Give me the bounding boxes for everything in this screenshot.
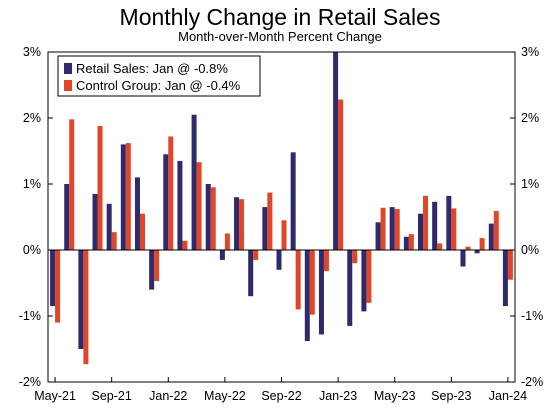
- legend-swatch-retail-sales: [64, 63, 72, 74]
- y-tick-label-right: 1%: [521, 177, 539, 191]
- retail-sales-bar-Mar-23: [361, 250, 367, 312]
- control-group-bar-Jul-23: [423, 195, 429, 250]
- control-group-bar-Jul-21: [83, 250, 89, 365]
- control-group-bar-Jun-22: [239, 199, 245, 250]
- control-group-bar-Aug-22: [267, 192, 273, 250]
- retail-sales-bar-Dec-22: [318, 250, 324, 335]
- control-group-bar-Sep-23: [451, 208, 457, 250]
- y-tick-label-left: -2%: [19, 375, 41, 389]
- retail-sales-bar-Oct-22: [290, 152, 296, 250]
- control-group-bar-Dec-22: [323, 250, 329, 272]
- retail-sales-bar-Jul-23: [418, 213, 424, 250]
- retail-sales-bar-May-21: [50, 250, 56, 307]
- control-group-bar-Nov-23: [479, 238, 485, 250]
- legend-swatch-control-group: [64, 80, 72, 91]
- chart-subtitle: Month-over-Month Percent Change: [178, 29, 382, 44]
- control-group-bar-Feb-22: [182, 240, 188, 250]
- y-tick-label-right: 2%: [521, 111, 539, 125]
- x-tick-label: Sep-22: [261, 389, 301, 403]
- retail-sales-bar-Sep-22: [276, 250, 282, 270]
- retail-sales-bar-Nov-21: [134, 177, 140, 250]
- y-tick-label-right: 0%: [521, 243, 539, 257]
- plot-frame: [47, 51, 516, 383]
- control-group-bar-Mar-22: [196, 162, 202, 250]
- chart-title: Monthly Change in Retail Sales: [119, 4, 441, 30]
- y-tick-label-left: 2%: [23, 111, 41, 125]
- retail-sales-bar-Dec-23: [488, 223, 494, 250]
- x-tick-label: May-21: [34, 389, 76, 403]
- retail-sales-bar-Oct-23: [460, 250, 466, 267]
- control-group-bar-Apr-23: [380, 207, 386, 250]
- y-tick-label-left: -1%: [19, 309, 41, 323]
- y-tick-label-right: -2%: [521, 375, 543, 389]
- axes-layer: -2% -2% -1% -1% 0% 0% 1% 1% 2% 2% 3% 3% May-21 Sep-21…: [19, 45, 543, 403]
- y-tick-label-left: 3%: [23, 45, 41, 59]
- retail-sales-bar-Mar-22: [191, 114, 197, 250]
- control-group-bar-Mar-23: [366, 250, 372, 303]
- retail-sales-bar-Nov-23: [474, 250, 480, 254]
- retail-sales-bar-May-22: [219, 250, 225, 260]
- control-group-bar-Apr-22: [210, 187, 216, 250]
- control-group-bar-Jan-24: [507, 250, 513, 280]
- retail-sales-bar-Jan-24: [502, 250, 508, 307]
- control-group-bar-Oct-23: [465, 246, 471, 250]
- x-tick-label: Sep-23: [431, 389, 471, 403]
- retail-sales-bar-Aug-22: [262, 207, 268, 250]
- control-group-bar-Nov-21: [139, 213, 145, 250]
- control-group-bar-May-23: [394, 209, 400, 250]
- retail-sales-bar-Jul-21: [78, 250, 84, 349]
- legend-label-retail-sales: Retail Sales: Jan @ -0.8%: [76, 61, 228, 76]
- control-group-bar-Nov-22: [309, 250, 315, 315]
- retail-sales-bar-Jun-22: [234, 197, 240, 250]
- control-group-bar-Sep-22: [281, 220, 287, 250]
- control-group-bar-May-22: [224, 233, 230, 250]
- y-tick-label-left: 0%: [23, 243, 41, 257]
- control-group-bar-May-21: [55, 250, 61, 323]
- x-tick-label: May-22: [204, 389, 246, 403]
- retail-sales-bar-Jun-23: [403, 236, 409, 250]
- retail-sales-bar-Oct-21: [120, 144, 126, 250]
- retail-sales-bar-Jul-22: [248, 250, 254, 297]
- control-group-bar-Jun-21: [69, 119, 75, 250]
- x-tick-label: Sep-21: [92, 389, 132, 403]
- retail-sales-bar-Jun-21: [64, 184, 70, 250]
- retail-sales-bar-Dec-21: [149, 250, 155, 290]
- retail-sales-bar-Jan-23: [333, 52, 339, 250]
- retail-sales-bar-Sep-21: [106, 203, 112, 250]
- control-group-bar-Oct-22: [295, 250, 301, 310]
- control-group-bar-Jan-23: [338, 99, 344, 251]
- bars-layer: [50, 52, 513, 365]
- retail-sales-bar-May-23: [389, 207, 395, 250]
- legend-label-control-group: Control Group: Jan @ -0.4%: [76, 78, 241, 93]
- control-group-bar-Dec-23: [493, 211, 499, 250]
- x-tick-label: Jan-22: [149, 389, 187, 403]
- y-tick-label-right: -1%: [521, 309, 543, 323]
- control-group-bar-Jan-22: [168, 136, 174, 250]
- legend-box: [57, 55, 261, 97]
- control-group-bar-Jun-23: [408, 234, 414, 250]
- retail-sales-bar-Aug-23: [432, 201, 438, 250]
- retail-sales-bar-Feb-22: [177, 160, 183, 250]
- y-tick-label-left: 1%: [23, 177, 41, 191]
- y-tick-label-right: 3%: [521, 45, 539, 59]
- retail-sales-bar-Feb-23: [347, 250, 353, 326]
- control-group-bar-Jul-22: [253, 250, 259, 260]
- retail-sales-bar-Nov-22: [304, 250, 310, 342]
- control-group-bar-Aug-23: [437, 243, 443, 250]
- control-group-bar-Aug-21: [97, 125, 103, 250]
- x-tick-label: May-23: [374, 389, 416, 403]
- retail-sales-bar-Jan-22: [163, 154, 169, 250]
- legend: Retail Sales: Jan @ -0.8% Control Group: …: [57, 55, 261, 97]
- control-group-bar-Dec-21: [154, 250, 160, 282]
- retail-sales-bar-Apr-23: [375, 222, 381, 250]
- retail-sales-bar-Aug-21: [92, 193, 98, 250]
- control-group-bar-Oct-21: [125, 143, 131, 250]
- x-tick-label: Jan-24: [489, 389, 527, 403]
- retail-sales-bar-Sep-23: [446, 195, 452, 250]
- control-group-bar-Feb-23: [352, 250, 358, 264]
- x-tick-label: Jan-23: [319, 389, 357, 403]
- control-group-bar-Sep-21: [111, 232, 117, 250]
- retail-sales-bar-Apr-22: [205, 184, 211, 250]
